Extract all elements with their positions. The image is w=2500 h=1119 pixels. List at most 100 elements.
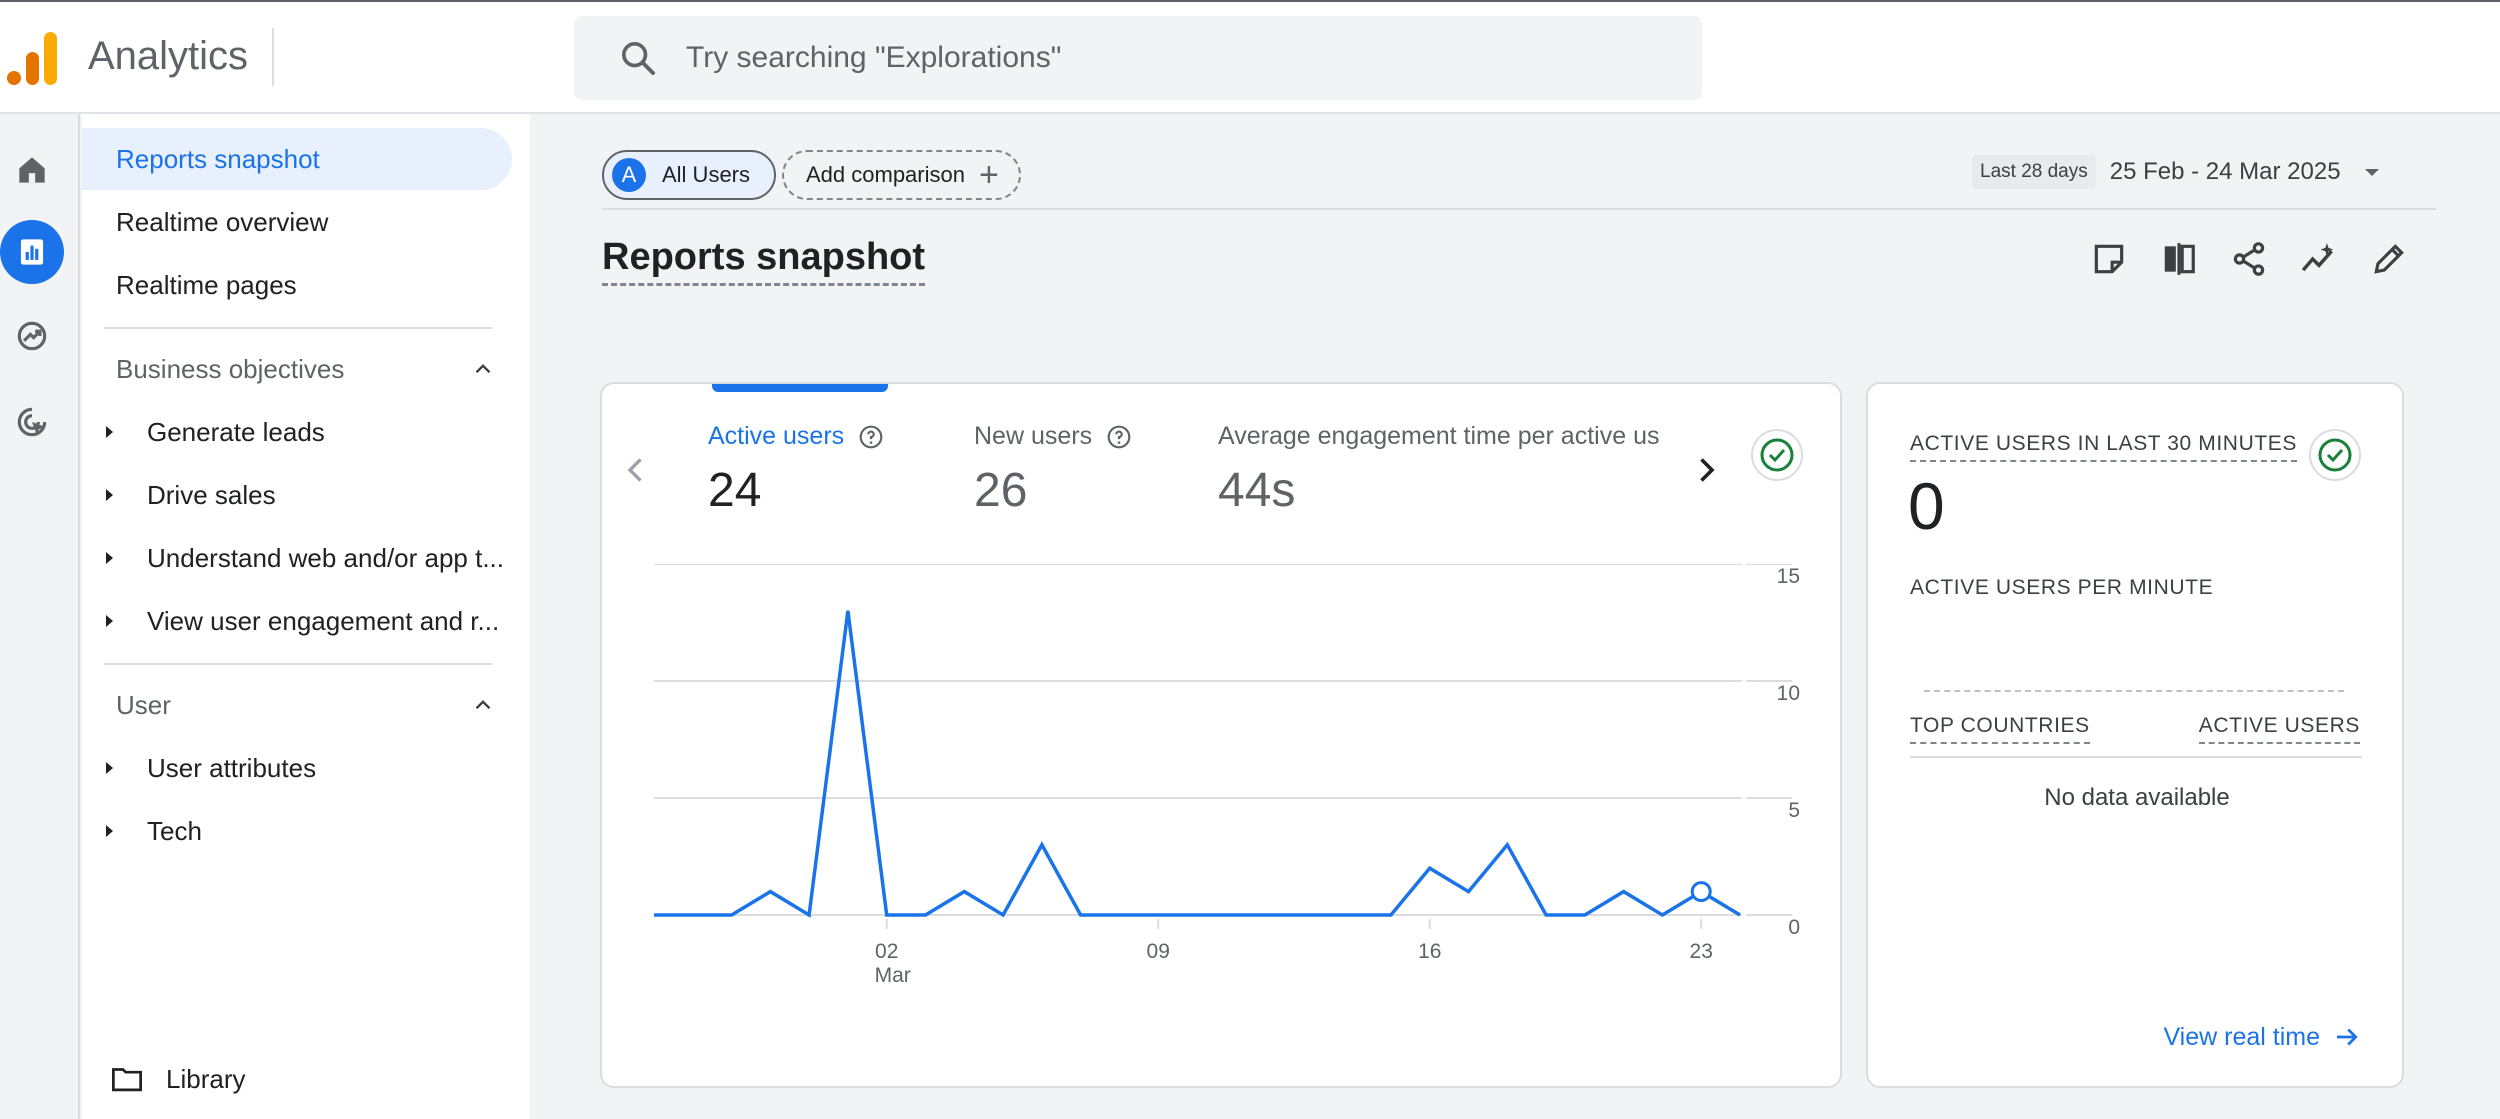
home-icon [19,157,45,183]
segment-avatar: A [612,158,646,192]
series-line-active-users [654,610,1741,918]
insights-button[interactable] [2296,236,2342,282]
empty-state-text: No data available [2044,784,2230,811]
active-metric-indicator [712,384,888,392]
nav-item-label: Generate leads [147,416,325,447]
left-rail [0,114,80,1119]
rail-reports-button[interactable] [0,220,64,284]
nav-item-tech[interactable]: Tech [104,803,514,859]
advertising-icon [17,407,47,437]
nav-item-reports-snapshot[interactable]: Reports snapshot [82,128,512,190]
dropdown-arrow-icon [2364,168,2379,176]
check-circle-icon[interactable] [2308,428,2362,482]
y-tick-label: 5 [1788,799,1800,822]
nav-item-label: View user engagement and r... [147,605,500,636]
page-title: Reports snapshot [602,236,926,286]
nav-item-label: Drive sales [147,479,276,510]
insights-icon [2301,243,2334,272]
per-minute-bar-chart-empty [1924,690,2344,692]
nav-section-business-objectives[interactable]: Business objectives [116,344,496,394]
edit-button[interactable] [2366,236,2412,282]
x-tick-label: 23 [1690,940,1713,963]
nav-section-title: Business objectives [116,353,345,384]
rail-explore-button[interactable] [0,304,64,368]
compare-button[interactable] [2156,236,2202,282]
title-divider [272,28,274,86]
nav-item-label: Understand web and/or app t... [147,542,505,573]
nav-item-user-attributes[interactable]: User attributes [104,740,514,796]
nav-item-label: Reports snapshot [116,143,320,174]
nav-section-title: User [116,689,171,720]
realtime-per-minute-label: ACTIVE USERS PER MINUTE [1910,576,2214,599]
segment-chip-all-users[interactable]: A All Users [602,150,777,200]
nav-item-label: Realtime pages [116,269,297,300]
header-divider [602,208,2436,210]
table-header-divider [1910,756,2362,758]
nav-item-generate-leads[interactable]: Generate leads [104,404,514,460]
chevron-up-icon [475,700,491,710]
search-icon [622,42,655,75]
search-input[interactable] [686,16,1666,100]
rail-home-button[interactable] [0,138,64,202]
metric-tab-new-users[interactable]: New users 26 [974,422,1132,518]
metric-label: Average engagement time per active us [1218,422,1660,450]
search-bar[interactable] [574,16,1702,100]
analytics-logo-icon[interactable] [6,30,58,86]
top-bar: Analytics [0,0,2500,114]
arrow-right-icon [2337,1028,2358,1046]
nav-item-user-engagement[interactable]: View user engagement and r... [104,593,514,649]
date-range-tag: Last 28 days [1972,155,2096,189]
y-tick-label: 15 [1777,565,1800,588]
column-header-top-countries[interactable]: TOP COUNTRIES [1910,714,2090,744]
nav-item-drive-sales[interactable]: Drive sales [104,467,514,523]
reports-icon [20,239,44,265]
pencil-icon [2374,244,2404,274]
compare-icon [2164,243,2195,275]
nav-section-user[interactable]: User [116,680,496,730]
metric-value: 26 [974,464,1028,517]
nav-item-label: Realtime overview [116,206,329,237]
metric-value: 24 [708,464,762,517]
realtime-active-count: 0 [1908,469,1945,543]
nav-item-realtime-pages[interactable]: Realtime pages [82,254,512,316]
metric-tab-active-users[interactable]: Active users 24 [708,422,884,518]
nav-item-understand-traffic[interactable]: Understand web and/or app t... [104,530,514,586]
x-tick-label: 02 [875,940,898,963]
help-icon[interactable] [858,424,884,450]
view-real-time-link[interactable]: View real time [2163,1022,2362,1052]
help-icon[interactable] [1106,424,1132,450]
nav-item-label: Tech [147,815,202,846]
chevron-up-icon [475,364,491,374]
nav-item-realtime-overview[interactable]: Realtime overview [82,191,512,253]
reports-nav: Reports snapshot Realtime overview Realt… [82,114,530,1119]
column-header-active-users[interactable]: ACTIVE USERS [2198,714,2360,744]
date-range-text: 25 Feb - 24 Mar 2025 [2109,158,2341,185]
nav-item-label: User attributes [147,752,317,783]
check-circle-icon[interactable] [1750,428,1804,482]
date-range-picker[interactable]: Last 28 days 25 Feb - 24 Mar 2025 [1972,150,2379,194]
realtime-card: ACTIVE USERS IN LAST 30 MINUTES 0 ACTIVE… [1866,382,2404,1088]
customize-report-button[interactable] [2086,236,2132,282]
nav-item-label: Library [166,1063,246,1094]
rail-advertising-button[interactable] [0,390,64,454]
link-label: View real time [2163,1022,2320,1051]
expand-arrow-icon [106,552,113,564]
add-comparison-label: Add comparison [806,162,965,187]
realtime-title[interactable]: ACTIVE USERS IN LAST 30 MINUTES [1910,432,2297,462]
metric-label: New users [974,422,1093,450]
folder-icon [112,1068,142,1092]
expand-arrow-icon [106,825,113,837]
nav-item-library[interactable]: Library [110,1054,245,1104]
x-tick-label: 09 [1147,940,1170,963]
highlight-point[interactable] [1690,881,1712,903]
plus-icon: + [978,156,999,194]
share-button[interactable] [2226,236,2272,282]
chevron-left-icon[interactable] [618,452,654,488]
segment-label: All Users [662,162,751,187]
metric-tab-avg-engagement[interactable]: Average engagement time per active us 44… [1218,422,1678,518]
chevron-right-icon[interactable] [1688,452,1724,488]
add-comparison-button[interactable]: Add comparison + [782,150,1021,200]
expand-arrow-icon [106,489,113,501]
